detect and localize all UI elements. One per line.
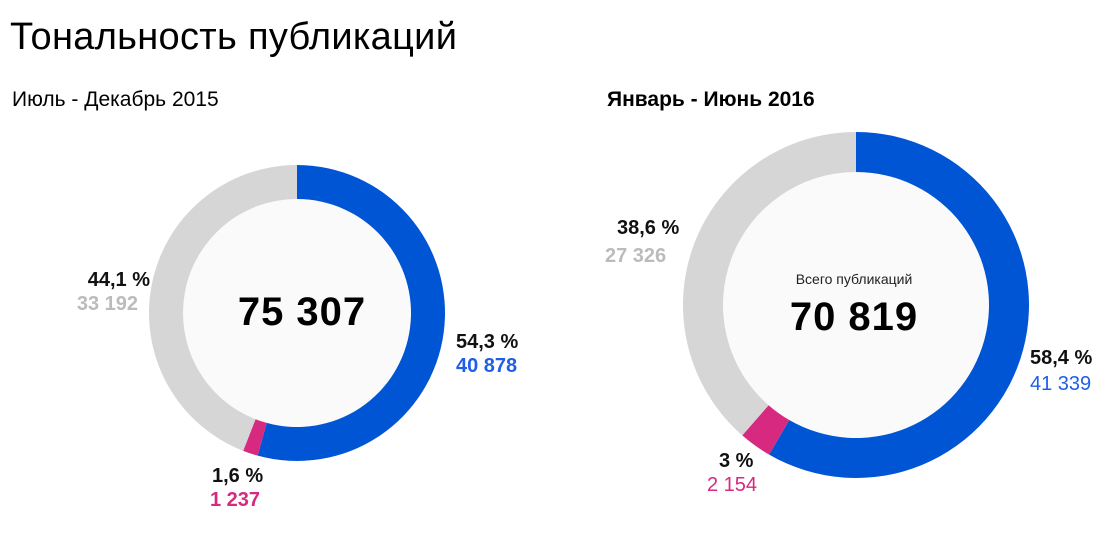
slice-label-blue-2016: 58,4 % 41 339 <box>1030 346 1092 396</box>
percent-label: 58,4 % <box>1030 347 1093 369</box>
donut-slice-blue-1 <box>769 132 1030 478</box>
donut-center-0 <box>183 199 411 427</box>
slice-label-grey-2015: 44,1 % 33 192 <box>70 268 150 316</box>
count-label: 27 326 <box>605 245 667 267</box>
donut-center-1 <box>723 172 989 438</box>
total-2016: 70 819 <box>789 295 919 339</box>
donut-slice-grey-1 <box>682 132 856 436</box>
percent-label: 1,6 % <box>212 465 264 487</box>
donut-slice-pink-1 <box>742 405 790 455</box>
count-label: 1 237 <box>210 489 261 511</box>
total-2015: 75 307 <box>237 290 367 334</box>
donut-slice-grey-0 <box>149 165 297 451</box>
total-caption-2016: Всего публикаций <box>795 271 913 287</box>
slice-label-pink-2016: 3 % 2 154 <box>707 449 757 497</box>
donut-slice-pink-0 <box>243 419 267 456</box>
chart-subtitle-2015: Июль - Декабрь 2015 <box>12 88 219 111</box>
percent-label: 3 % <box>719 450 754 472</box>
slice-label-pink-2015: 1,6 % 1 237 <box>210 464 264 512</box>
percent-label: 44,1 % <box>87 269 150 291</box>
donut-slice-blue-0 <box>257 165 446 461</box>
slice-label-grey-2016: 38,6 % 27 326 <box>605 216 679 268</box>
percent-label: 54,3 % <box>456 331 519 353</box>
count-label: 41 339 <box>1030 373 1092 395</box>
count-label: 40 878 <box>456 355 518 377</box>
chart-subtitle-2016: Январь - Июнь 2016 <box>607 88 815 111</box>
slice-label-blue-2015: 54,3 % 40 878 <box>456 330 518 378</box>
count-label: 2 154 <box>707 474 758 496</box>
count-label: 33 192 <box>76 293 138 315</box>
percent-label: 38,6 % <box>617 217 680 239</box>
page-title: Тональность публикаций <box>10 16 458 58</box>
